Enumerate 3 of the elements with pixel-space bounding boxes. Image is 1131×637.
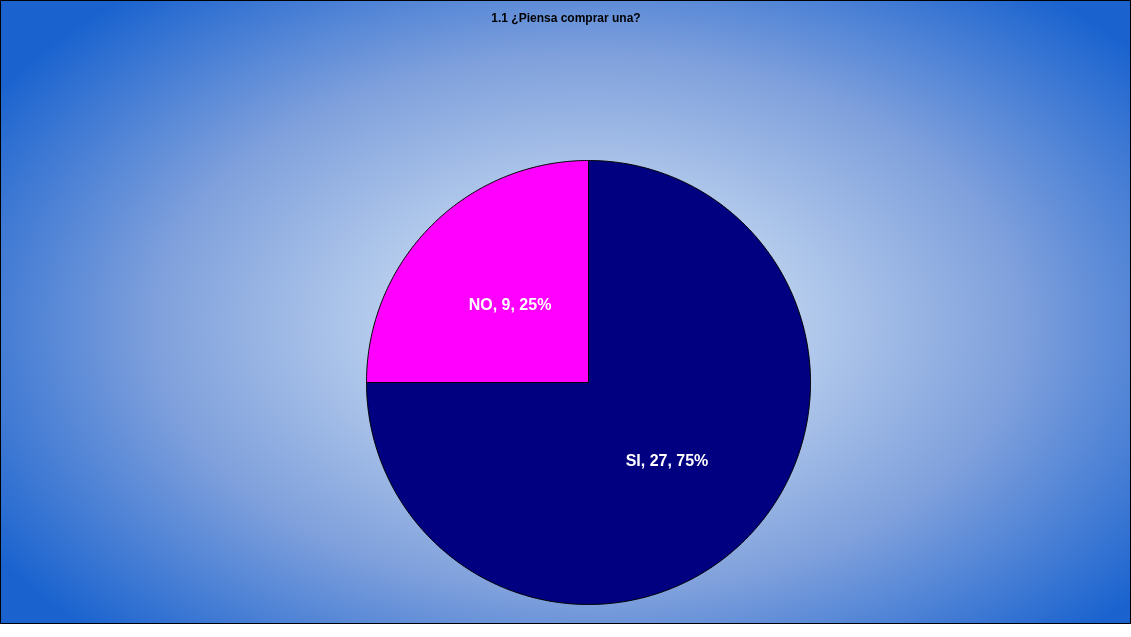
chart-title: 1.1 ¿Piensa comprar una?	[491, 10, 641, 25]
slice-label: NO, 9, 25%	[468, 295, 552, 313]
slice-label: SI, 27, 75%	[625, 452, 709, 470]
